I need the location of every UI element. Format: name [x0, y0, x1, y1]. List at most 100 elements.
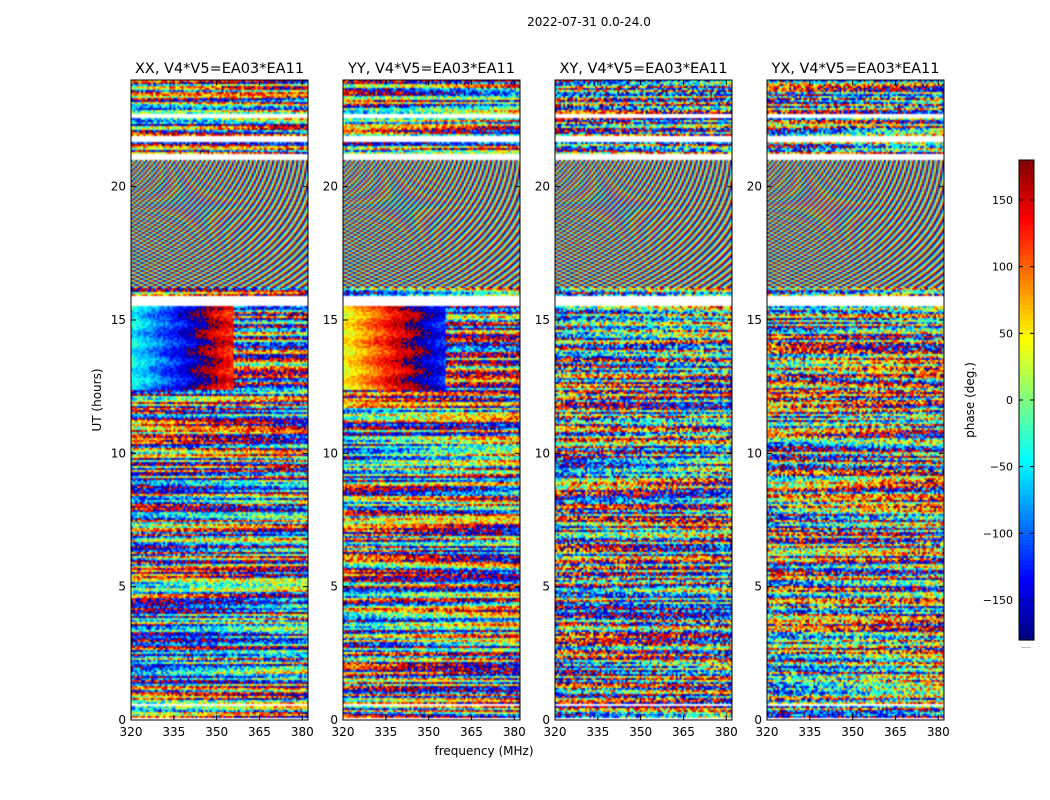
colorbar-segment — [1019, 220, 1034, 226]
y-tick-label: 15 — [535, 313, 550, 327]
colorbar-segment — [1019, 215, 1034, 221]
panel-frame — [130, 79, 309, 721]
x-axis-label: frequency (MHz) — [434, 744, 533, 758]
colorbar-segment — [1019, 570, 1034, 576]
colorbar-segment — [1019, 355, 1034, 361]
colorbar-segment — [1019, 360, 1034, 366]
colorbar-segment — [1019, 625, 1034, 631]
colorbar-segment — [1019, 410, 1034, 416]
x-tick-label: 350 — [417, 725, 440, 739]
colorbar-segment — [1019, 520, 1034, 526]
colorbar-segment — [1019, 335, 1034, 341]
y-tick-label: 0 — [542, 713, 550, 727]
colorbar-segment — [1019, 430, 1034, 436]
x-tick-label: 335 — [162, 725, 185, 739]
phase-raster — [767, 80, 944, 720]
colorbar-segment — [1019, 185, 1034, 191]
colorbar-segment — [1019, 260, 1034, 266]
colorbar-segment — [1019, 535, 1034, 541]
colorbar-segment — [1019, 460, 1034, 466]
colorbar-segment — [1019, 345, 1034, 351]
colorbar-segment — [1019, 515, 1034, 521]
x-tick-label: 335 — [586, 725, 609, 739]
x-tick-label: 365 — [884, 725, 907, 739]
colorbar-segment — [1019, 270, 1034, 276]
colorbar-segment — [1019, 395, 1034, 401]
colorbar-segment — [1019, 510, 1034, 516]
colorbar-segment — [1019, 565, 1034, 571]
y-tick-label: 10 — [747, 446, 762, 460]
colorbar-segment — [1019, 325, 1034, 331]
y-tick-label: 5 — [542, 580, 550, 594]
x-tick-label: 350 — [205, 725, 228, 739]
colorbar-segment — [1019, 375, 1034, 381]
colorbar-segment — [1019, 530, 1034, 536]
x-tick-label: 320 — [544, 725, 567, 739]
colorbar-segment — [1019, 550, 1034, 556]
x-tick-label: 320 — [332, 725, 355, 739]
colorbar-segment — [1019, 620, 1034, 626]
colorbar-tick-label: 100 — [992, 261, 1013, 274]
panel-xx: XX, V4*V5=EA03*EA11 320 335 350 365 380 0 5 10 15… — [111, 61, 314, 739]
colorbar-segment — [1019, 540, 1034, 546]
colorbar-segment — [1019, 445, 1034, 451]
colorbar-segment — [1019, 330, 1034, 336]
colorbar-segment — [1019, 590, 1034, 596]
colorbar-segment — [1019, 225, 1034, 231]
panel-xy: XY, V4*V5=EA03*EA11 320 335 350 365 380 0 5 10 15… — [535, 61, 738, 739]
colorbar-tick-label: −150 — [983, 594, 1013, 607]
y-tick-label: 15 — [747, 313, 762, 327]
colorbar-segment — [1019, 630, 1034, 636]
x-tick-label: 365 — [460, 725, 483, 739]
panel-frame — [766, 79, 945, 721]
colorbar-segment — [1019, 480, 1034, 486]
colorbar-segment — [1019, 315, 1034, 321]
colorbar-segment — [1019, 425, 1034, 431]
colorbar-segment — [1019, 235, 1034, 241]
x-tick-label: 365 — [672, 725, 695, 739]
colorbar-segment — [1019, 605, 1034, 611]
colorbar-segment — [1019, 635, 1034, 641]
y-tick-label: 0 — [118, 713, 126, 727]
colorbar-segment — [1019, 230, 1034, 236]
colorbar-segment — [1019, 525, 1034, 531]
panel-title: XY, V4*V5=EA03*EA11 — [559, 61, 727, 77]
panel-title: XX, V4*V5=EA03*EA11 — [135, 61, 304, 77]
colorbar-segment — [1019, 370, 1034, 376]
colorbar-segment — [1019, 610, 1034, 616]
colorbar-segment — [1019, 160, 1034, 166]
colorbar-segment — [1019, 305, 1034, 311]
figure-suptitle: 2022-07-31 0.0-24.0 — [527, 15, 651, 29]
colorbar-segment — [1019, 255, 1034, 261]
colorbar-segment — [1019, 385, 1034, 391]
colorbar-segment — [1019, 575, 1034, 581]
colorbar-segment — [1019, 170, 1034, 176]
x-tick-label: 350 — [629, 725, 652, 739]
colorbar-tick-label: −100 — [983, 527, 1013, 540]
colorbar-segment — [1019, 290, 1034, 296]
colorbar-tick-label: 50 — [999, 327, 1013, 340]
colorbar-segment — [1019, 545, 1034, 551]
colorbar-segment — [1019, 280, 1034, 286]
colorbar-segment — [1019, 475, 1034, 481]
y-tick-label: 20 — [323, 180, 338, 194]
x-tick-label: 380 — [291, 725, 314, 739]
colorbar-segment — [1019, 490, 1034, 496]
colorbar-segment — [1019, 295, 1034, 301]
colorbar-segment — [1019, 600, 1034, 606]
y-tick-label: 20 — [747, 180, 762, 194]
colorbar-segment — [1019, 380, 1034, 386]
colorbar-segment — [1019, 245, 1034, 251]
colorbar-segment — [1019, 165, 1034, 171]
phase-raster — [343, 80, 520, 720]
panels: XX, V4*V5=EA03*EA11 320 335 350 365 380 0 5 10 15… — [111, 61, 950, 739]
colorbar-segment — [1019, 595, 1034, 601]
x-tick-label: 380 — [503, 725, 526, 739]
colorbar-segment — [1019, 400, 1034, 406]
colorbar-segment — [1019, 465, 1034, 471]
colorbar-segment — [1019, 210, 1034, 216]
y-tick-label: 10 — [111, 446, 126, 460]
colorbar-segment — [1019, 350, 1034, 356]
y-tick-label: 0 — [330, 713, 338, 727]
